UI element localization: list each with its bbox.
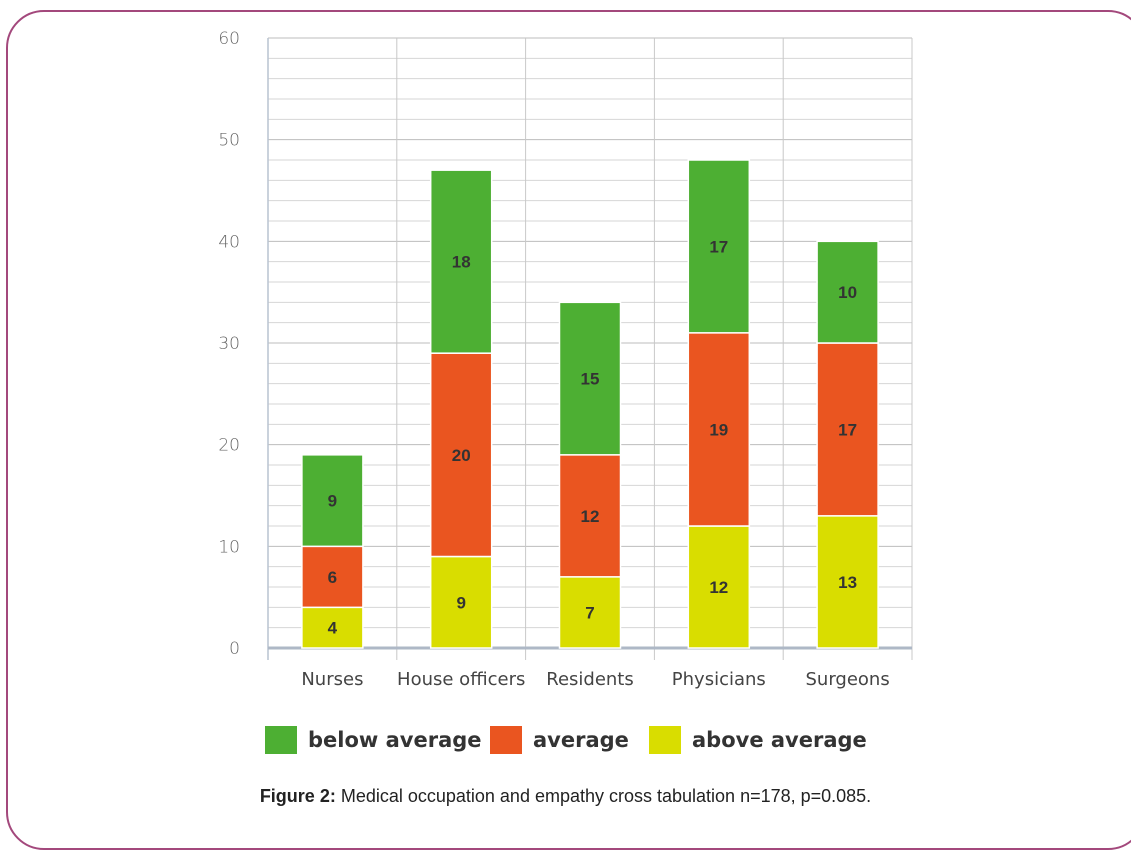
data-label: 19: [709, 420, 728, 439]
bar-segment: [687, 332, 751, 527]
bar-segment: [301, 454, 364, 548]
data-label: 12: [581, 507, 600, 526]
bar-segment: [687, 525, 751, 649]
data-label: 7: [585, 603, 594, 622]
bar-segment: [301, 545, 364, 609]
bar-segment: [558, 454, 622, 578]
bar-segment: [816, 240, 879, 344]
data-label: 20: [452, 446, 471, 465]
data-label: 18: [452, 253, 471, 272]
bars: [301, 159, 879, 649]
bar-segment: [816, 515, 879, 649]
x-tick-label: Residents: [546, 669, 634, 690]
x-tick-label: House officers: [397, 669, 525, 690]
bar-segment: [429, 169, 493, 354]
data-label: 10: [838, 283, 857, 302]
legend-label: above average: [692, 728, 867, 752]
data-label: 17: [709, 237, 728, 256]
data-label: 9: [328, 492, 337, 511]
legend-item-above-average: above average: [649, 726, 867, 754]
legend-label: average: [533, 728, 629, 752]
legend-label: below average: [308, 728, 482, 752]
data-label: 6: [328, 568, 337, 587]
figure-caption: Figure 2: Medical occupation and empathy…: [0, 786, 1131, 807]
y-tick-label: 20: [218, 436, 240, 456]
x-tick-label: Surgeons: [805, 669, 889, 690]
bar-segment: [687, 159, 751, 334]
data-label: 9: [456, 593, 465, 612]
data-label: 4: [328, 619, 338, 638]
y-tick-label: 50: [218, 131, 240, 151]
bar-segment: [429, 352, 493, 558]
legend: below average average above average: [0, 726, 1131, 766]
data-label: 12: [709, 578, 728, 597]
legend-swatch: [490, 726, 522, 754]
legend-item-below-average: below average: [265, 726, 482, 754]
legend-swatch: [265, 726, 297, 754]
legend-swatch: [649, 726, 681, 754]
x-tick-label: Physicians: [672, 669, 766, 690]
legend-item-average: average: [490, 726, 629, 754]
y-tick-label: 30: [218, 334, 240, 354]
data-label: 17: [838, 420, 857, 439]
caption-text: Medical occupation and empathy cross tab…: [335, 786, 872, 806]
bar-segment: [558, 576, 622, 649]
bar-segment: [429, 555, 493, 649]
bar-segment: [558, 301, 622, 456]
y-tick-label: 10: [218, 537, 240, 557]
x-tick-label: Nurses: [301, 669, 363, 690]
labels: 0 10 20 30 40 50 60 4 6 9 Nurses 9 20 18 House officer…: [218, 29, 889, 690]
caption-prefix: Figure 2:: [259, 786, 336, 806]
y-tick-label: 0: [229, 639, 240, 659]
data-label: 13: [838, 573, 857, 592]
stacked-bar-chart: 0 10 20 30 40 50 60 4 6 9 Nurses 9 20 18 House officer…: [218, 29, 913, 690]
y-tick-label: 40: [218, 232, 240, 252]
y-tick-label: 60: [218, 29, 240, 49]
data-label: 15: [581, 370, 600, 389]
